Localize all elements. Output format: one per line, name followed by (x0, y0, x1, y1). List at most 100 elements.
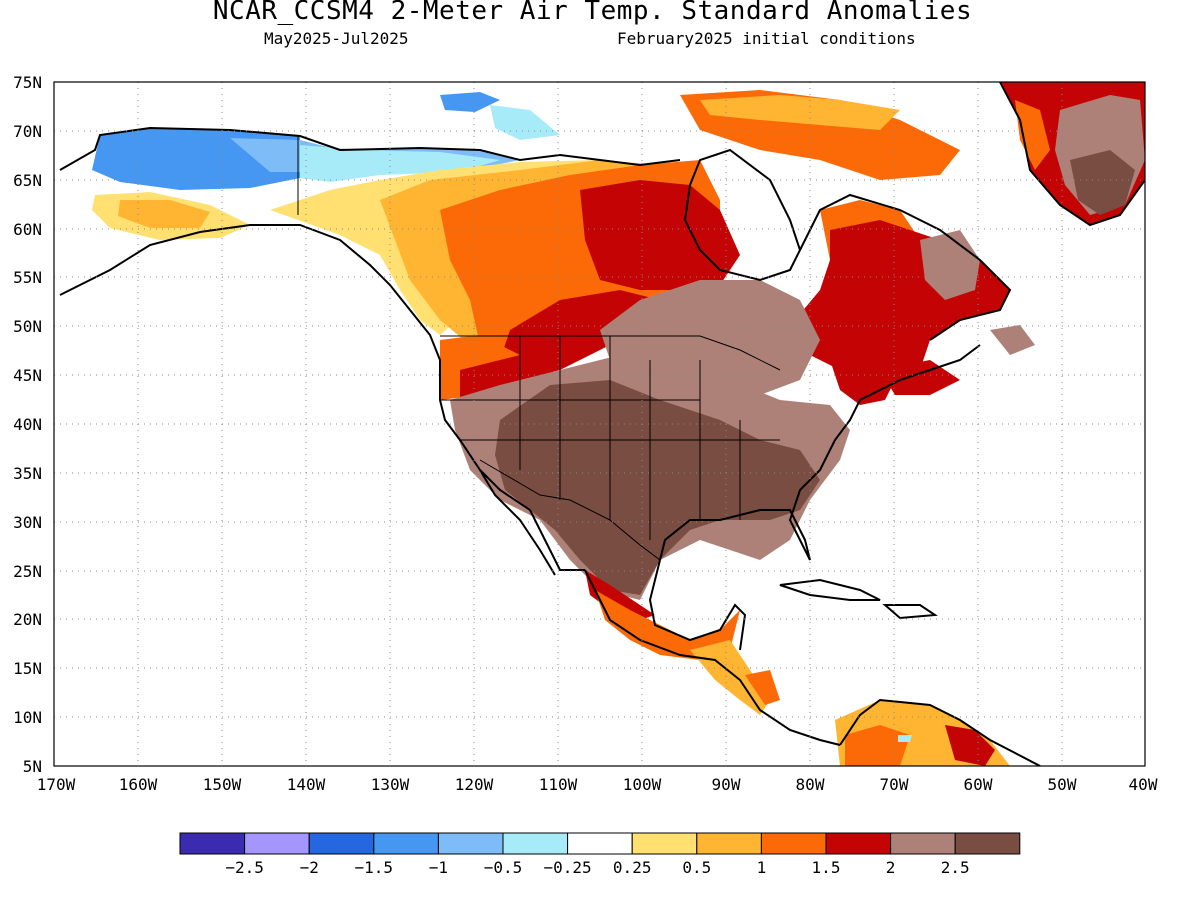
lon-label-160: 160W (119, 775, 158, 794)
lat-label-45: 45N (13, 366, 42, 385)
lat-label-50: 50N (13, 317, 42, 336)
region-mexico-orange (595, 590, 740, 660)
colorbar-swatches (179, 832, 1021, 855)
colorbar-swatch (631, 832, 698, 855)
coast-greenland (999, 82, 1145, 227)
colorbar-swatch (244, 832, 310, 855)
lat-label-30: 30N (13, 513, 42, 532)
region-sw-alaska-orange (118, 200, 210, 228)
colorbar-label: −1.5 (355, 858, 394, 877)
coast-hudson-bay (683, 148, 802, 282)
lat-label-35: 35N (13, 464, 42, 483)
lat-label-40: 40N (13, 415, 42, 434)
region-greenland-orange (1015, 100, 1050, 170)
coastlines (59, 82, 1145, 766)
lat-label-60: 60N (13, 220, 42, 239)
lon-label-90: 90W (712, 775, 741, 794)
lon-label-80: 80W (796, 775, 825, 794)
region-arctic-islands-blue (440, 92, 500, 112)
colorbar-label: −0.5 (484, 858, 523, 877)
region-newfoundland-lightbrown (990, 325, 1035, 355)
colorbar-swatch (308, 832, 375, 855)
forecast-period: May2025-Jul2025 (264, 29, 409, 48)
lon-label-140: 140W (287, 775, 326, 794)
lon-label-120: 120W (455, 775, 494, 794)
lon-label-150: 150W (203, 775, 242, 794)
colorbar-label: 2 (886, 858, 896, 877)
region-arctic-islands-cyan (490, 105, 560, 140)
region-yukon-cyan (300, 145, 500, 182)
lat-label-75: 75N (13, 73, 42, 92)
region-arctic-lightorange (700, 95, 900, 130)
lon-label-130: 130W (371, 775, 410, 794)
colorbar-label: 2.5 (941, 858, 970, 877)
region-new-england-red (830, 350, 900, 405)
graticule (54, 82, 1145, 766)
colorbar-label: 1.5 (812, 858, 841, 877)
coast-mexico-pacific (584, 569, 841, 746)
coast-labrador (799, 193, 1012, 341)
map-title: NCAR_CCSM4 2-Meter Air Temp. Standard An… (212, 0, 973, 26)
colorbar-label: −0.25 (544, 858, 592, 877)
coast-alaska (59, 126, 681, 171)
colorbar-swatch (179, 832, 246, 855)
coast-yucatan (648, 559, 747, 651)
lon-label-50: 50W (1048, 775, 1077, 794)
region-greenland-darkbrown (1070, 150, 1135, 215)
lat-label-15: 15N (13, 659, 42, 678)
colorbar-label: 0.25 (613, 858, 652, 877)
lat-label-70: 70N (13, 122, 42, 141)
lat-label-20: 20N (13, 610, 42, 629)
colorbar-label: −2 (300, 858, 319, 877)
colorbar-swatch (696, 832, 762, 855)
colorbar-label: 1 (757, 858, 767, 877)
political-borders (297, 136, 781, 561)
coast-west-us (409, 309, 585, 571)
region-s-america-orange (845, 725, 910, 766)
region-mexico-red (585, 570, 655, 620)
region-s-america-red (945, 725, 995, 766)
longitude-labels: 170W 160W 150W 140W 130W 120W 110W 100W … (37, 775, 1158, 794)
lon-label-40: 40W (1129, 775, 1158, 794)
colorbar-swatch (567, 832, 633, 855)
colorbar-swatch (502, 832, 569, 855)
colorbar-swatch (954, 832, 1021, 855)
initial-conditions: February2025 initial conditions (617, 29, 916, 48)
colorbar-label: −1 (429, 858, 448, 877)
lat-label-65: 65N (13, 171, 42, 190)
lat-label-25: 25N (13, 562, 42, 581)
coast-hispaniola (882, 604, 938, 620)
colorbar-labels: −2.5 −2 −1.5 −1 −0.5 −0.25 0.25 0.5 1 1.5 2 2.5 (225, 858, 969, 877)
lat-label-5: 5N (23, 757, 42, 776)
region-s-america-cyan (898, 735, 912, 742)
lon-label-110: 110W (539, 775, 578, 794)
region-conus-darkbrown (495, 380, 820, 595)
map-frame (53, 81, 1146, 767)
lon-label-60: 60W (964, 775, 993, 794)
colorbar: −2.5 −2 −1.5 −1 −0.5 −0.25 0.25 0.5 1 1.5 2 2.5 (179, 832, 1021, 877)
colorbar-swatch (373, 832, 439, 855)
lon-label-70: 70W (880, 775, 909, 794)
colorbar-label: 0.5 (682, 858, 711, 877)
lon-label-100: 100W (623, 775, 662, 794)
colorbar-swatch (760, 832, 827, 855)
border-us-mexico (479, 459, 661, 561)
colorbar-swatch (890, 832, 956, 855)
border-state-lines (440, 336, 780, 540)
region-central-america-orange (745, 670, 780, 705)
coast-baja (479, 469, 556, 576)
latitude-labels: 75N 70N 65N 60N 55N 50N 45N 40N 35N 30N … (13, 73, 42, 776)
coast-south-america (839, 698, 1041, 766)
region-hudson-red (580, 180, 740, 290)
colorbar-label: −2.5 (225, 858, 264, 877)
coast-alaska-south (59, 224, 411, 311)
colorbar-swatch (825, 832, 892, 855)
lat-label-55: 55N (13, 268, 42, 287)
colorbar-swatch (437, 832, 504, 855)
lon-label-170: 170W (37, 775, 76, 794)
lat-label-10: 10N (13, 708, 42, 727)
border-us-canada (440, 335, 781, 371)
coast-east-us (788, 344, 981, 561)
anomaly-field (92, 82, 1145, 766)
